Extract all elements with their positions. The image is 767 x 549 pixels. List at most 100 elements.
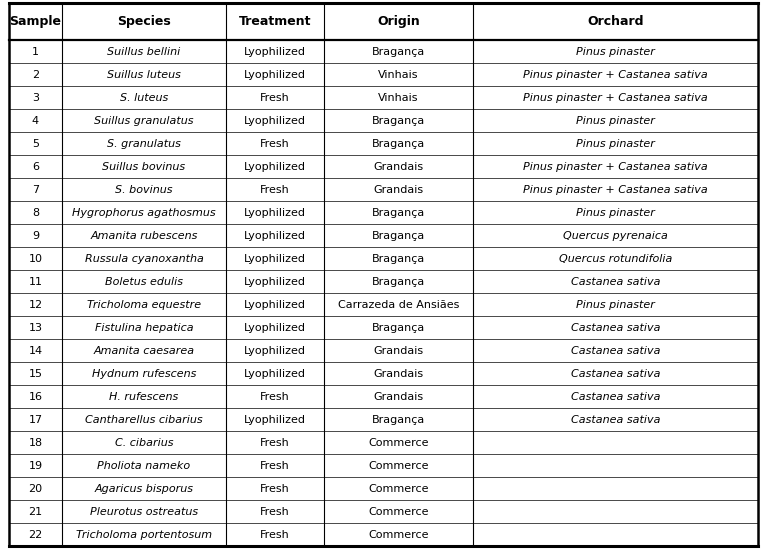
Text: C. cibarius: C. cibarius [115, 438, 173, 448]
Text: Quercus rotundifolia: Quercus rotundifolia [559, 254, 672, 264]
Text: Fistulina hepatica: Fistulina hepatica [94, 323, 193, 333]
Text: 20: 20 [28, 484, 42, 494]
Text: Castanea sativa: Castanea sativa [571, 391, 660, 402]
Text: Commerce: Commerce [368, 530, 429, 540]
Text: 4: 4 [32, 116, 39, 126]
Text: Bragança: Bragança [372, 254, 425, 264]
Text: S. granulatus: S. granulatus [107, 138, 181, 149]
Text: Amanita rubescens: Amanita rubescens [91, 231, 198, 240]
Text: Lyophilized: Lyophilized [244, 231, 306, 240]
Text: Castanea sativa: Castanea sativa [571, 369, 660, 379]
Text: Grandais: Grandais [374, 346, 423, 356]
Text: Quercus pyrenaica: Quercus pyrenaica [563, 231, 668, 240]
Text: Lyophilized: Lyophilized [244, 70, 306, 80]
Text: Bragança: Bragança [372, 138, 425, 149]
Text: 9: 9 [32, 231, 39, 240]
Text: Pinus pinaster + Castanea sativa: Pinus pinaster + Castanea sativa [523, 161, 708, 172]
Text: 10: 10 [28, 254, 42, 264]
Text: 15: 15 [28, 369, 42, 379]
Text: Lyophilized: Lyophilized [244, 323, 306, 333]
Text: 3: 3 [32, 93, 39, 103]
Text: Species: Species [117, 15, 171, 28]
Text: Castanea sativa: Castanea sativa [571, 414, 660, 425]
Text: Grandais: Grandais [374, 184, 423, 195]
Text: Lyophilized: Lyophilized [244, 346, 306, 356]
Text: Pinus pinaster + Castanea sativa: Pinus pinaster + Castanea sativa [523, 184, 708, 195]
Text: Castanea sativa: Castanea sativa [571, 277, 660, 287]
Text: 8: 8 [32, 208, 39, 217]
Text: Grandais: Grandais [374, 391, 423, 402]
Text: Orchard: Orchard [588, 15, 644, 28]
Text: Pholiota nameko: Pholiota nameko [97, 461, 190, 470]
Text: Commerce: Commerce [368, 484, 429, 494]
Text: Pinus pinaster: Pinus pinaster [576, 208, 655, 217]
Text: Commerce: Commerce [368, 438, 429, 448]
Text: Suillus bellini: Suillus bellini [107, 47, 180, 57]
Text: Fresh: Fresh [260, 391, 290, 402]
Text: Lyophilized: Lyophilized [244, 254, 306, 264]
Text: 12: 12 [28, 300, 42, 310]
Text: Lyophilized: Lyophilized [244, 161, 306, 172]
Text: Suillus granulatus: Suillus granulatus [94, 116, 194, 126]
Text: Bragança: Bragança [372, 323, 425, 333]
Text: Bragança: Bragança [372, 116, 425, 126]
Text: Cantharellus cibarius: Cantharellus cibarius [85, 414, 202, 425]
Text: Bragança: Bragança [372, 208, 425, 217]
Text: 21: 21 [28, 507, 42, 517]
Text: 22: 22 [28, 530, 42, 540]
Text: 17: 17 [28, 414, 42, 425]
Text: Fresh: Fresh [260, 93, 290, 103]
Text: Treatment: Treatment [239, 15, 311, 28]
Text: Castanea sativa: Castanea sativa [571, 346, 660, 356]
Text: Fresh: Fresh [260, 438, 290, 448]
Text: Grandais: Grandais [374, 369, 423, 379]
Text: Origin: Origin [377, 15, 420, 28]
Text: Pinus pinaster + Castanea sativa: Pinus pinaster + Castanea sativa [523, 70, 708, 80]
Text: 18: 18 [28, 438, 42, 448]
Text: Hydnum rufescens: Hydnum rufescens [92, 369, 196, 379]
Text: Lyophilized: Lyophilized [244, 300, 306, 310]
Text: Lyophilized: Lyophilized [244, 414, 306, 425]
Text: Pinus pinaster + Castanea sativa: Pinus pinaster + Castanea sativa [523, 93, 708, 103]
Text: Bragança: Bragança [372, 277, 425, 287]
Text: Fresh: Fresh [260, 484, 290, 494]
Text: 6: 6 [32, 161, 39, 172]
Text: Sample: Sample [9, 15, 61, 28]
Text: Carrazeda de Ansiães: Carrazeda de Ansiães [337, 300, 459, 310]
Text: Commerce: Commerce [368, 461, 429, 470]
Text: 11: 11 [28, 277, 42, 287]
Text: Castanea sativa: Castanea sativa [571, 323, 660, 333]
Text: Agaricus bisporus: Agaricus bisporus [94, 484, 193, 494]
Text: Hygrophorus agathosmus: Hygrophorus agathosmus [72, 208, 216, 217]
Text: Boletus edulis: Boletus edulis [105, 277, 183, 287]
Text: Pleurotus ostreatus: Pleurotus ostreatus [90, 507, 198, 517]
Text: Pinus pinaster: Pinus pinaster [576, 116, 655, 126]
Text: Tricholoma portentosum: Tricholoma portentosum [76, 530, 212, 540]
Text: S. luteus: S. luteus [120, 93, 168, 103]
Text: Amanita caesarea: Amanita caesarea [94, 346, 195, 356]
Text: Fresh: Fresh [260, 507, 290, 517]
Text: Fresh: Fresh [260, 138, 290, 149]
Text: Pinus pinaster: Pinus pinaster [576, 300, 655, 310]
Text: Russula cyanoxantha: Russula cyanoxantha [84, 254, 203, 264]
Text: 1: 1 [32, 47, 39, 57]
Text: Vinhais: Vinhais [378, 93, 419, 103]
Text: Fresh: Fresh [260, 530, 290, 540]
Text: Vinhais: Vinhais [378, 70, 419, 80]
Text: 2: 2 [32, 70, 39, 80]
Text: Pinus pinaster: Pinus pinaster [576, 47, 655, 57]
Text: Bragança: Bragança [372, 47, 425, 57]
Text: Fresh: Fresh [260, 184, 290, 195]
Text: Suillus luteus: Suillus luteus [107, 70, 181, 80]
Text: Lyophilized: Lyophilized [244, 116, 306, 126]
Text: Bragança: Bragança [372, 414, 425, 425]
Text: Lyophilized: Lyophilized [244, 208, 306, 217]
Text: Tricholoma equestre: Tricholoma equestre [87, 300, 201, 310]
Text: 7: 7 [32, 184, 39, 195]
Text: Commerce: Commerce [368, 507, 429, 517]
Text: Grandais: Grandais [374, 161, 423, 172]
Text: Pinus pinaster: Pinus pinaster [576, 138, 655, 149]
Text: S. bovinus: S. bovinus [115, 184, 173, 195]
Text: H. rufescens: H. rufescens [110, 391, 179, 402]
Text: Bragança: Bragança [372, 231, 425, 240]
